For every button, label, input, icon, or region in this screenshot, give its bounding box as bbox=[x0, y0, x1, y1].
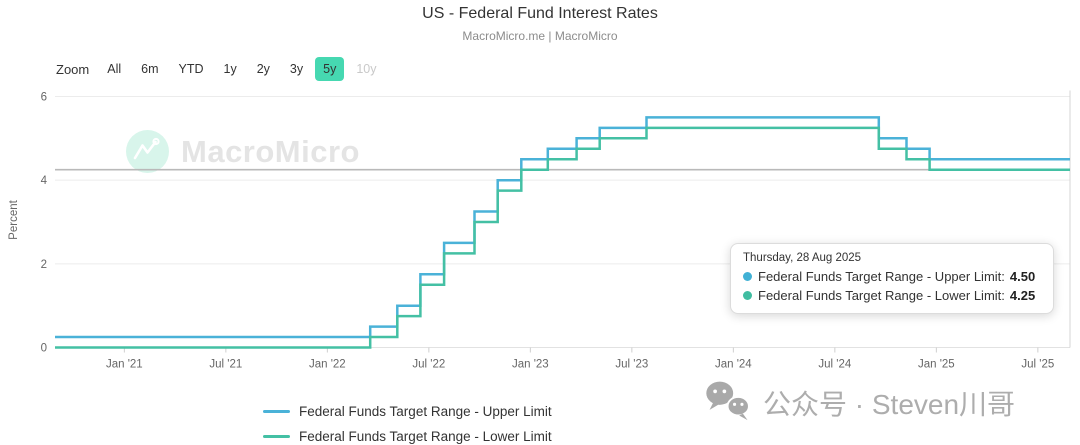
range-button-10y[interactable]: 10y bbox=[348, 57, 384, 81]
tooltip-series-label: Federal Funds Target Range - Lower Limit… bbox=[758, 288, 1005, 303]
x-axis-tick-label: Jul '25 bbox=[1021, 359, 1054, 371]
x-axis-tick-label: Jul '23 bbox=[615, 359, 648, 371]
chart-legend: Federal Funds Target Range - Upper Limit… bbox=[263, 399, 552, 445]
tooltip-row: Federal Funds Target Range - Upper Limit… bbox=[743, 267, 1041, 286]
legend-label: Federal Funds Target Range - Lower Limit bbox=[299, 429, 552, 444]
page-subtitle: MacroMicro.me | MacroMicro bbox=[462, 29, 618, 43]
x-axis-tick-label: Jan '24 bbox=[715, 359, 752, 371]
y-axis-tick-label: 0 bbox=[41, 343, 47, 355]
legend-line-icon bbox=[263, 410, 290, 413]
macromicro-watermark-text: MacroMicro bbox=[181, 133, 360, 169]
range-button-all[interactable]: All bbox=[99, 57, 129, 81]
x-axis-tick-label: Jul '21 bbox=[209, 359, 242, 371]
wechat-watermark-text: 公众号 · Steven川哥 bbox=[763, 388, 1016, 420]
tooltip-series-value: 4.50 bbox=[1009, 269, 1036, 284]
series-line-upper-limit bbox=[55, 116, 1070, 339]
series-line-lower-limit bbox=[55, 126, 1070, 349]
legend-line-icon bbox=[263, 435, 290, 438]
x-axis-tick-label: Jan '25 bbox=[918, 359, 955, 371]
series-dot-icon bbox=[743, 291, 752, 300]
y-axis-title: Percent bbox=[8, 200, 20, 240]
range-button-ytd[interactable]: YTD bbox=[171, 57, 212, 81]
y-axis-tick-label: 6 bbox=[41, 92, 47, 104]
page-title: US - Federal Fund Interest Rates bbox=[422, 5, 658, 22]
legend-item[interactable]: Federal Funds Target Range - Lower Limit bbox=[263, 424, 552, 445]
macromicro-watermark: MacroMicro bbox=[126, 130, 360, 173]
macromicro-logo-icon bbox=[126, 130, 169, 173]
wechat-icon bbox=[706, 381, 750, 421]
range-buttons: All 6m YTD 1y 2y 3y 5y 10y bbox=[99, 57, 384, 81]
range-button-3y[interactable]: 3y bbox=[282, 57, 311, 81]
x-axis-tick-label: Jan '23 bbox=[512, 359, 549, 371]
range-button-5y[interactable]: 5y bbox=[315, 57, 345, 81]
x-axis-tick-label: Jan '21 bbox=[106, 359, 143, 371]
x-axis-tick-label: Jul '22 bbox=[412, 359, 445, 371]
tooltip-series-label: Federal Funds Target Range - Upper Limit… bbox=[758, 269, 1005, 284]
legend-item[interactable]: Federal Funds Target Range - Upper Limit bbox=[263, 399, 552, 424]
wechat-watermark: 公众号 · Steven川哥 bbox=[704, 380, 1015, 425]
chart-tooltip: Thursday, 28 Aug 2025 Federal Funds Targ… bbox=[730, 243, 1054, 314]
x-axis-tick-label: Jul '24 bbox=[818, 359, 851, 371]
tooltip-rows: Federal Funds Target Range - Upper Limit… bbox=[743, 267, 1041, 305]
range-button-6m[interactable]: 6m bbox=[133, 57, 166, 81]
zoom-label: Zoom bbox=[56, 61, 90, 77]
range-button-2y[interactable]: 2y bbox=[249, 57, 278, 81]
zoom-toolbar: Zoom All 6m YTD 1y 2y 3y 5y 10y bbox=[56, 57, 384, 81]
series-dot-icon bbox=[743, 272, 752, 281]
tooltip-date: Thursday, 28 Aug 2025 bbox=[743, 252, 862, 264]
range-button-1y[interactable]: 1y bbox=[216, 57, 245, 81]
x-axis-tick-label: Jan '22 bbox=[309, 359, 346, 371]
y-axis-tick-label: 4 bbox=[41, 175, 48, 187]
y-axis-tick-label: 2 bbox=[41, 259, 47, 271]
tooltip-series-value: 4.25 bbox=[1009, 288, 1036, 303]
legend-label: Federal Funds Target Range - Upper Limit bbox=[299, 404, 552, 419]
tooltip-row: Federal Funds Target Range - Lower Limit… bbox=[743, 286, 1041, 305]
